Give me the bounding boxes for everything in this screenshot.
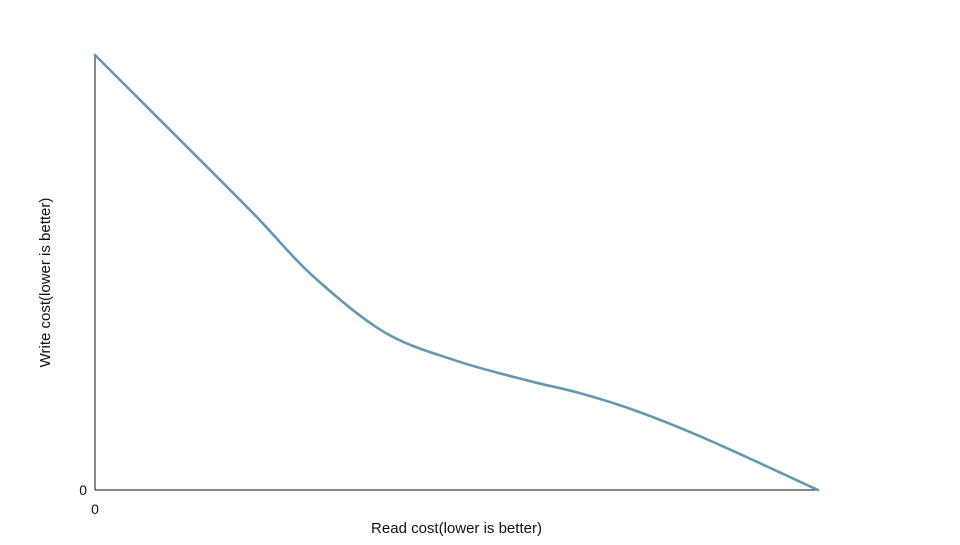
axes	[94, 55, 818, 491]
series-layer	[93, 53, 820, 492]
y-tick-label: 0	[79, 482, 87, 498]
x-tick-label: 0	[91, 501, 99, 517]
x-axis-label: Read cost(lower is better)	[371, 520, 542, 537]
series-line-0	[93, 53, 820, 492]
y-axis-label: Write cost(lower is better)	[37, 198, 54, 368]
tick-labels: 00	[79, 482, 99, 517]
